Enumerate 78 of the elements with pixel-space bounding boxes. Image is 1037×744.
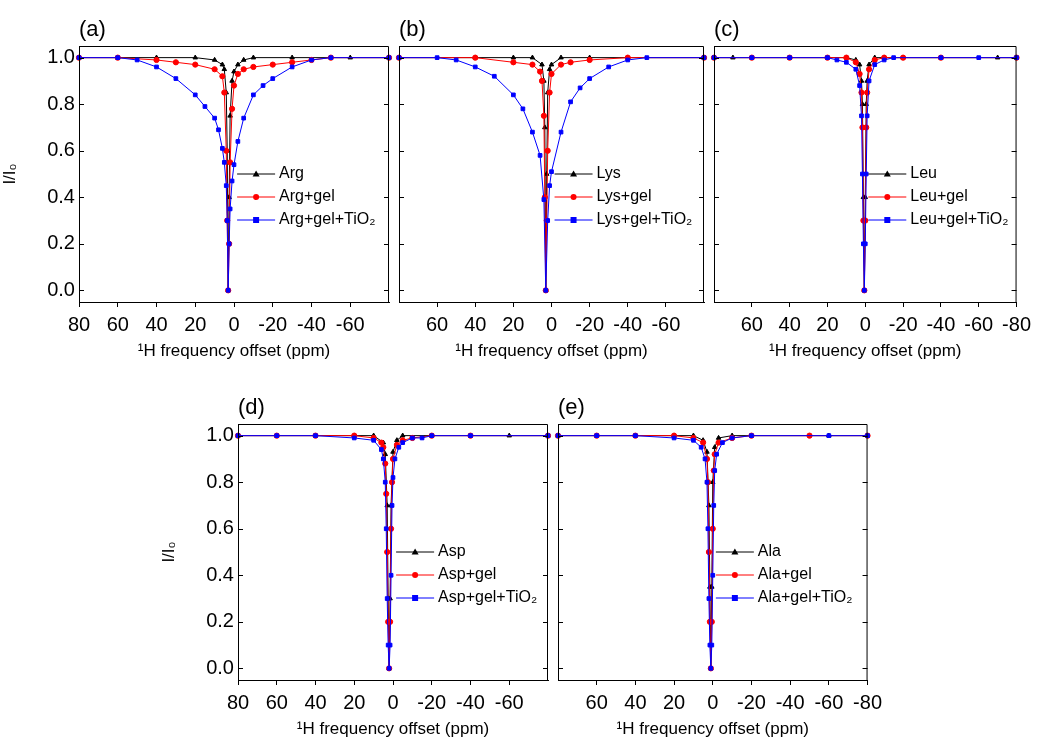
x-tick-label: 20	[662, 690, 686, 713]
x-tick-label: -60	[651, 312, 681, 335]
y-tick-label: 0.4	[206, 562, 234, 585]
x-tick-label: -20	[417, 690, 447, 713]
x-tick-label: 60	[585, 690, 608, 713]
y-tick-label: 0.4	[47, 184, 75, 207]
x-tick-label: -20	[737, 690, 766, 713]
legend-label: Ala+gel+TiO₂	[757, 588, 853, 606]
x-tick-label: 40	[464, 312, 487, 335]
y-tick-label: 0.6	[206, 516, 234, 539]
legend-label: Leu+gel	[910, 187, 968, 205]
x-tick-label: 40	[145, 312, 168, 335]
x-tick-label: 40	[304, 690, 327, 713]
legend-label: Ala	[757, 542, 782, 560]
x-tick-label: -40	[775, 690, 805, 713]
y-tick-label: 0.0	[47, 277, 75, 300]
x-tick-label: 20	[816, 312, 839, 335]
x-tick-label: -40	[297, 312, 326, 335]
legend-label: Asp	[438, 542, 466, 560]
y-tick-label: 1.0	[47, 45, 75, 68]
x-tick-label: 20	[502, 312, 525, 335]
y-tick-label: 0.2	[47, 231, 75, 254]
x-tick-label: 80	[226, 690, 250, 713]
x-axis-title: ¹H frequency offset (ppm)	[616, 719, 809, 739]
y-tick-label: 0.0	[206, 655, 234, 678]
chart-title: (d)	[238, 394, 265, 419]
x-tick-label: -20	[575, 312, 605, 335]
chart-title: (e)	[558, 394, 585, 419]
y-tick-label: 1.0	[206, 423, 234, 446]
y-tick-label: 0.8	[47, 91, 75, 114]
legend-label: Leu+gel+TiO₂	[910, 210, 1009, 228]
x-tick-label: -40	[926, 312, 956, 335]
x-tick-label: 40	[778, 312, 801, 335]
x-tick-label: 0	[859, 312, 871, 335]
x-tick-label: 20	[184, 312, 207, 335]
chart-title: (c)	[714, 16, 740, 41]
x-tick-label: 0	[387, 690, 399, 713]
y-tick-label: 0.8	[206, 469, 234, 492]
legend-label: Arg	[279, 164, 305, 182]
x-tick-label: 0	[707, 690, 719, 713]
x-tick-label: -60	[964, 312, 994, 335]
x-tick-label: -40	[456, 690, 485, 713]
x-axis-title: ¹H frequency offset (ppm)	[455, 341, 648, 361]
chart-title: (a)	[79, 16, 106, 41]
y-tick-label: 0.6	[47, 138, 75, 161]
x-tick-label: 0	[228, 312, 240, 335]
x-tick-label: -20	[258, 312, 288, 335]
x-tick-label: 60	[426, 312, 449, 335]
legend-label: Arg+gel	[279, 187, 335, 205]
x-tick-label: -80	[853, 690, 882, 713]
x-axis-title: ¹H frequency offset (ppm)	[769, 341, 962, 361]
x-tick-label: -20	[888, 312, 918, 335]
legend-label: Lys+gel+TiO₂	[596, 210, 693, 228]
legend-label: Ala+gel	[757, 565, 812, 583]
x-tick-label: -60	[335, 312, 365, 335]
x-tick-label: -40	[613, 312, 643, 335]
y-axis-title: I/I₀	[0, 163, 19, 185]
x-tick-label: -60	[494, 690, 524, 713]
x-tick-label: -60	[814, 690, 844, 713]
x-axis-title: ¹H frequency offset (ppm)	[296, 719, 490, 739]
legend-label: Arg+gel+TiO₂	[279, 210, 376, 228]
chart-title: (b)	[399, 16, 426, 41]
y-axis-title: I/I₀	[158, 541, 178, 563]
legend-label: Asp+gel+TiO₂	[438, 588, 538, 606]
x-axis-title: ¹H frequency offset (ppm)	[137, 341, 331, 361]
x-tick-label: 40	[624, 690, 647, 713]
x-tick-label: 0	[545, 312, 558, 335]
x-tick-label: 60	[265, 690, 288, 713]
x-tick-label: 20	[343, 690, 366, 713]
legend-label: Lys	[596, 164, 621, 182]
legend-label: Asp+gel	[438, 565, 497, 583]
legend-label: Lys+gel	[596, 187, 652, 205]
legend-label: Leu	[910, 164, 937, 182]
x-tick-label: -80	[1002, 312, 1031, 335]
y-tick-label: 0.2	[206, 609, 234, 632]
x-tick-label: 80	[67, 312, 91, 335]
x-tick-label: 60	[106, 312, 129, 335]
x-tick-label: 60	[740, 312, 763, 335]
